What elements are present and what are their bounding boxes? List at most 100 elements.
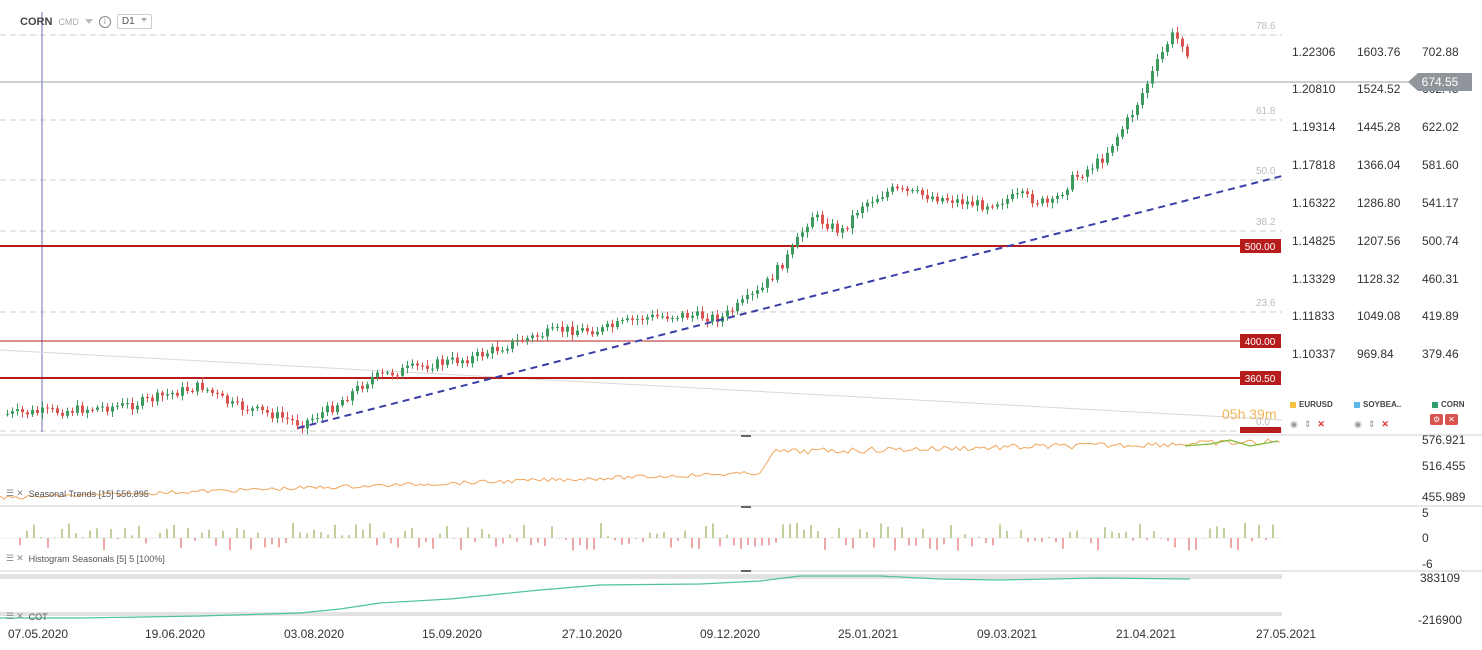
candle-body xyxy=(6,413,9,415)
candle-body xyxy=(666,316,669,319)
axis-scale-c-tick: 500.74 xyxy=(1422,234,1459,248)
candle-body xyxy=(146,397,149,399)
close-icon[interactable]: ✕ xyxy=(16,553,24,563)
legend-corn[interactable]: CORN xyxy=(1432,400,1465,409)
fib-level-label: 78.6 xyxy=(1256,21,1276,32)
candle-body xyxy=(1101,158,1104,163)
candle-body xyxy=(486,353,489,357)
candle-body xyxy=(381,372,384,374)
candle-body xyxy=(121,403,124,406)
candle-body xyxy=(961,199,964,205)
close-icon[interactable]: ✕ xyxy=(1317,419,1325,429)
candle-body xyxy=(856,213,859,216)
candle-body xyxy=(61,412,64,416)
close-icon[interactable]: ✕ xyxy=(16,488,24,498)
candle-body xyxy=(221,393,224,396)
candle-body xyxy=(56,408,59,413)
legend-soybean[interactable]: SOYBEA.. ◉ ⇕ ✕ xyxy=(1354,400,1401,430)
candle-body xyxy=(196,382,199,392)
candle-body xyxy=(341,400,344,406)
candle-body xyxy=(756,290,759,294)
axis-scale-c-tick: 460.31 xyxy=(1422,272,1459,286)
eye-icon[interactable]: ◉ xyxy=(1290,419,1298,429)
candle-body xyxy=(36,409,39,413)
axis-scale-b-tick: 969.84 xyxy=(1357,347,1394,361)
candle-body xyxy=(21,409,24,413)
histogram-axis-tick: 5 xyxy=(1422,506,1429,520)
candle-body xyxy=(156,392,159,402)
candle-body xyxy=(451,357,454,360)
candle-body xyxy=(851,215,854,229)
symbol-dropdown-icon[interactable] xyxy=(84,19,93,24)
candle-body xyxy=(46,407,49,409)
candle-body xyxy=(1031,193,1034,204)
candle-body xyxy=(526,338,529,341)
candle-body xyxy=(511,340,514,349)
candle-body xyxy=(591,331,594,335)
candle-body xyxy=(66,410,69,416)
symbol-label[interactable]: CORN xyxy=(20,15,53,28)
candle-body xyxy=(1116,136,1119,147)
candle-body xyxy=(1071,175,1074,190)
trend-line-support xyxy=(297,175,1283,429)
candle-body xyxy=(841,228,844,233)
candle-body xyxy=(441,359,444,365)
sort-icon[interactable]: ⇕ xyxy=(1303,419,1312,429)
candle-body xyxy=(351,391,354,401)
fib-level-label: 38.2 xyxy=(1256,217,1276,228)
timeframe-select[interactable]: D1 xyxy=(116,14,152,29)
menu-icon[interactable]: ☰ xyxy=(6,488,15,498)
close-icon[interactable]: ✕ xyxy=(16,611,24,621)
settings-icon[interactable]: ⚙ xyxy=(1430,414,1444,425)
legend-eurusd[interactable]: EURUSD ◉ ⇕ ✕ xyxy=(1290,400,1333,430)
axis-scale-b-tick: 1128.32 xyxy=(1357,272,1400,286)
menu-icon[interactable]: ☰ xyxy=(6,553,15,563)
candle-body xyxy=(966,201,969,205)
level-tag-label: 360.50 xyxy=(1245,374,1276,385)
candle-body xyxy=(911,190,914,192)
candle-body xyxy=(1011,193,1014,199)
candle-body xyxy=(171,392,174,395)
menu-icon[interactable]: ☰ xyxy=(6,611,15,621)
candle-body xyxy=(681,312,684,318)
candle-body xyxy=(26,412,29,415)
sort-icon[interactable]: ⇕ xyxy=(1367,419,1376,429)
eye-icon[interactable]: ◉ xyxy=(1354,419,1362,429)
axis-scale-a-tick: 1.16322 xyxy=(1292,196,1336,210)
candle-body xyxy=(296,420,299,426)
fib-level-label: 50.0 xyxy=(1256,166,1276,177)
candle-body xyxy=(401,367,404,376)
candle-body xyxy=(1171,32,1174,45)
close-icon[interactable]: ✕ xyxy=(1381,419,1389,429)
candle-body xyxy=(326,405,329,413)
candle-body xyxy=(1051,198,1054,203)
candle-body xyxy=(726,310,729,317)
candle-body xyxy=(116,405,119,407)
candle-body xyxy=(656,314,659,317)
candle-body xyxy=(366,384,369,389)
candle-body xyxy=(256,406,259,409)
candle-body xyxy=(386,372,389,374)
close-icon[interactable]: ✕ xyxy=(1445,414,1458,425)
candle-body xyxy=(551,327,554,329)
candle-body xyxy=(941,198,944,202)
candle-body xyxy=(891,186,894,192)
panel-resize-handle xyxy=(741,506,751,508)
candle-body xyxy=(106,406,109,412)
candle-body xyxy=(761,287,764,291)
candle-body xyxy=(626,318,629,321)
axis-scale-b-tick: 1603.76 xyxy=(1357,45,1401,59)
candle-body xyxy=(16,409,19,412)
info-icon[interactable]: i xyxy=(98,15,111,28)
candle-body xyxy=(306,420,309,429)
candle-body xyxy=(1106,152,1109,163)
candle-body xyxy=(1131,115,1134,118)
candle-body xyxy=(396,375,399,377)
axis-scale-c-tick: 419.89 xyxy=(1422,309,1459,323)
candle-body xyxy=(1026,191,1029,194)
chart-toolbar: CORN CMD i D1 xyxy=(20,14,152,29)
candle-body xyxy=(246,409,249,411)
axis-scale-c-tick: 541.17 xyxy=(1422,196,1459,210)
candle-body xyxy=(601,327,604,332)
